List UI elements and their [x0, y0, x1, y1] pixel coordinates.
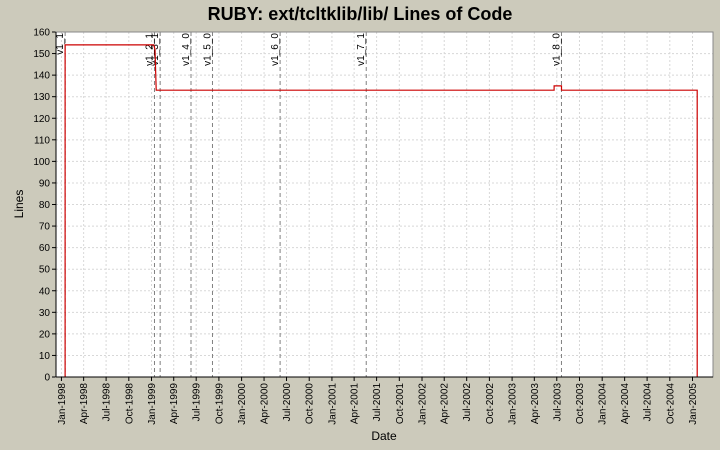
- x-tick-label: Apr-1999: [169, 383, 180, 425]
- chart-title: RUBY: ext/tcltklib/lib/ Lines of Code: [208, 4, 513, 24]
- x-tick-label: Oct-1998: [124, 383, 135, 425]
- version-marker-label: v1_8_0: [551, 33, 562, 66]
- y-tick-label: 150: [33, 49, 50, 60]
- x-tick-label: Apr-1998: [79, 383, 90, 425]
- x-tick-label: Jul-2003: [552, 383, 563, 422]
- version-marker-label: v1_2_1: [144, 33, 155, 66]
- x-tick-label: Jan-1998: [57, 383, 68, 425]
- series: [64, 44, 698, 377]
- y-axis-label: Lines: [12, 190, 26, 219]
- y-tick-label: 70: [39, 222, 51, 233]
- y-tick-label: 80: [39, 200, 51, 211]
- y-tick-label: 110: [34, 135, 50, 146]
- x-tick-label: Jul-2002: [462, 383, 473, 422]
- x-tick-label: Jan-2001: [327, 383, 338, 425]
- x-tick-label: Apr-2003: [530, 383, 541, 425]
- y-tick-label: 120: [33, 114, 50, 125]
- y-tick-label: 20: [39, 329, 51, 340]
- y-tick-label: 30: [39, 308, 51, 319]
- axes: 0 10 20 30 40 50 60 70 80 90 100 110 120 130 140 150 160…: [33, 28, 714, 425]
- x-tick-label: Jul-2001: [372, 383, 383, 422]
- y-tick-label: 40: [39, 286, 51, 297]
- version-marker-label: v1_7_1: [356, 33, 367, 66]
- x-tick-label: Jul-2000: [282, 383, 293, 422]
- x-tick-label: Jul-1999: [192, 383, 203, 422]
- y-tick-label: 60: [39, 243, 51, 254]
- x-tick-label: Oct-2003: [575, 383, 586, 425]
- y-tick-label: 50: [39, 265, 51, 276]
- x-tick-label: Oct-2004: [665, 383, 676, 425]
- x-tick-label: Apr-2004: [620, 383, 631, 425]
- x-tick-label: Jan-2004: [598, 383, 609, 425]
- version-marker-label: v1_6_0: [270, 33, 281, 66]
- x-tick-label: Jul-2004: [643, 383, 654, 422]
- y-tick-label: 0: [44, 373, 50, 384]
- y-tick-label: 130: [33, 92, 50, 103]
- x-tick-label: Jan-2002: [418, 383, 429, 425]
- x-tick-label: Jan-2005: [688, 383, 699, 425]
- x-tick-label: Apr-2002: [440, 383, 451, 425]
- x-tick-label: Oct-2000: [305, 383, 316, 425]
- y-tick-label: 100: [33, 157, 50, 168]
- x-axis-label: Date: [371, 429, 397, 443]
- x-tick-label: Jul-1998: [102, 383, 113, 422]
- x-tick-label: Apr-2001: [350, 383, 361, 425]
- version-marker-label: v1_5_0: [202, 33, 213, 66]
- y-tick-label: 10: [39, 351, 51, 362]
- version-marker-label: v1_4_0: [181, 33, 192, 66]
- x-tick-label: Jan-2003: [508, 383, 519, 425]
- x-tick-label: Oct-1999: [214, 383, 225, 425]
- series-line: [64, 44, 698, 377]
- x-tick-label: Oct-2002: [485, 383, 496, 425]
- y-tick-label: 140: [33, 71, 50, 82]
- version-marker-label: v1_1: [55, 33, 66, 55]
- x-tick-label: Oct-2001: [395, 383, 406, 425]
- x-tick-label: Jan-1999: [147, 383, 158, 425]
- x-tick-label: Jan-2000: [237, 383, 248, 425]
- y-tick-label: 90: [39, 178, 51, 189]
- x-tick-label: Apr-2000: [260, 383, 271, 425]
- y-tick-label: 160: [33, 28, 50, 39]
- version-marker-label: v1_3_1: [150, 33, 161, 66]
